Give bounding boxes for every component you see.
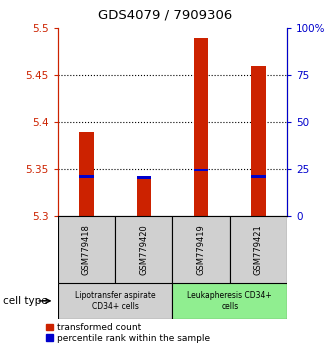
Bar [79, 175, 94, 178]
Bar [251, 175, 266, 178]
Bar [172, 283, 287, 319]
Bar [137, 176, 151, 179]
Text: GDS4079 / 7909306: GDS4079 / 7909306 [98, 8, 232, 21]
Legend: transformed count, percentile rank within the sample: transformed count, percentile rank withi… [46, 323, 210, 343]
Text: GSM779421: GSM779421 [254, 224, 263, 275]
Bar [58, 216, 115, 283]
Text: GSM779420: GSM779420 [139, 224, 148, 275]
Text: GSM779418: GSM779418 [82, 224, 91, 275]
Bar [137, 178, 151, 216]
Bar [115, 216, 172, 283]
Text: Leukapheresis CD34+
cells: Leukapheresis CD34+ cells [187, 291, 272, 310]
Bar [230, 216, 287, 283]
Text: Lipotransfer aspirate
CD34+ cells: Lipotransfer aspirate CD34+ cells [75, 291, 155, 310]
Text: cell type: cell type [3, 296, 48, 306]
Bar [251, 66, 266, 216]
Bar [79, 131, 94, 216]
Bar [172, 216, 230, 283]
Bar [58, 283, 172, 319]
Bar [194, 169, 208, 171]
Bar [194, 38, 208, 216]
Text: GSM779419: GSM779419 [197, 224, 206, 275]
